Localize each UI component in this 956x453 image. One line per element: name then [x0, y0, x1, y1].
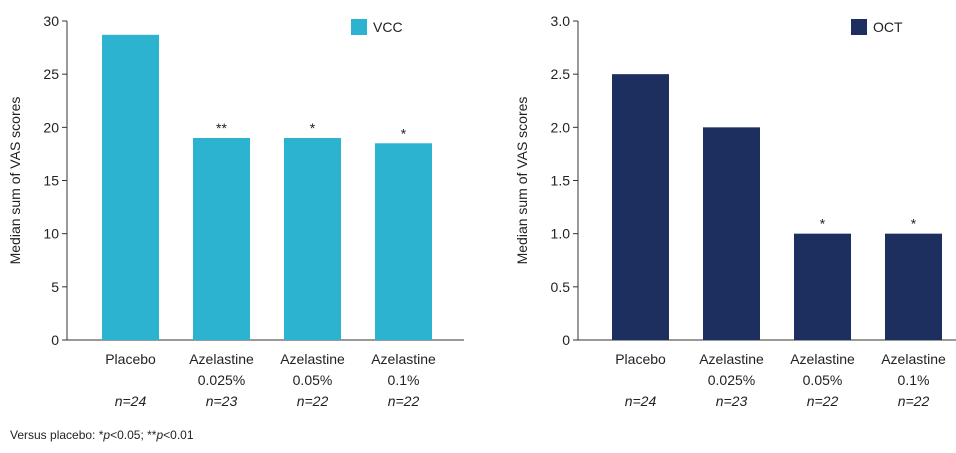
chart1-significance-label: **	[216, 120, 227, 136]
chart1-significance-label: *	[310, 120, 316, 136]
chart1-y-tick-label: 5	[51, 279, 59, 295]
chart1-category-label-line2: 0.05%	[293, 372, 333, 388]
chart2-bar	[794, 233, 851, 340]
chart1-bar	[193, 137, 250, 340]
chart1-y-tick-label: 25	[43, 66, 59, 82]
chart1-significance-label: *	[401, 125, 407, 141]
chart1-category-label: Azelastine	[371, 351, 436, 367]
chart1-y-tick-label: 30	[43, 13, 59, 29]
chart2-bar	[703, 127, 760, 340]
chart2-y-tick-label: 1.5	[551, 173, 571, 189]
footnote: Versus placebo: *p<0.05; **p<0.01	[10, 428, 194, 442]
chart2-category-label: Placebo	[615, 351, 666, 367]
chart2-sample-size-label: n=24	[625, 393, 657, 409]
chart2-y-tick-label: 2.5	[551, 66, 571, 82]
chart2-significance-label: *	[820, 216, 826, 232]
chart2-category-label: Azelastine	[790, 351, 855, 367]
chart1-category-label-line2: 0.1%	[388, 372, 420, 388]
chart1-category-label-line2: 0.025%	[198, 372, 245, 388]
chart2-sample-size-label: n=22	[898, 393, 930, 409]
chart1-legend-label: VCC	[373, 19, 403, 35]
chart2-y-tick-label: 0	[562, 332, 570, 348]
footnote-suffix: <0.01	[163, 428, 194, 442]
chart1-bar	[102, 34, 159, 340]
chart2-bar	[885, 233, 942, 340]
chart1-sample-size-label: n=23	[206, 393, 238, 409]
chart2-bar	[612, 74, 669, 341]
chart2-y-tick-label: 1.0	[551, 226, 571, 242]
chart1-y-tick-label: 20	[43, 119, 59, 135]
chart1-y-tick-label: 15	[43, 173, 59, 189]
chart1-y-tick-label: 0	[51, 332, 59, 348]
chart1-legend-swatch	[351, 19, 367, 35]
chart2-category-label: Azelastine	[881, 351, 946, 367]
chart1-category-label: Azelastine	[189, 351, 254, 367]
chart2-category-label-line2: 0.1%	[898, 372, 930, 388]
chart2-category-label-line2: 0.05%	[803, 372, 843, 388]
chart2-sample-size-label: n=22	[807, 393, 839, 409]
footnote-p1: p	[103, 428, 111, 442]
footnote-p2: p	[156, 428, 164, 442]
chart1-category-label: Azelastine	[280, 351, 345, 367]
chart1-sample-size-label: n=24	[115, 393, 147, 409]
chart2-legend-swatch	[851, 19, 867, 35]
chart1-y-tick-label: 10	[43, 226, 59, 242]
chart2-y-tick-label: 2.0	[551, 119, 571, 135]
footnote-prefix: Versus placebo: *	[10, 428, 104, 442]
chart2-legend-label: OCT	[873, 19, 903, 35]
chart1-category-label: Placebo	[105, 351, 156, 367]
chart2-y-tick-label: 0.5	[551, 279, 571, 295]
chart2-y-axis-label: Median sum of VAS scores	[514, 97, 530, 265]
chart1-bar	[284, 137, 341, 340]
chart1-y-axis-label: Median sum of VAS scores	[7, 97, 23, 265]
chart1-bar	[375, 143, 432, 340]
chart2-y-tick-label: 3.0	[551, 13, 571, 29]
chart1-sample-size-label: n=22	[297, 393, 329, 409]
footnote-mid: <0.05; **	[110, 428, 157, 442]
chart2-category-label: Azelastine	[699, 351, 764, 367]
chart1-sample-size-label: n=22	[388, 393, 420, 409]
chart2-category-label-line2: 0.025%	[708, 372, 755, 388]
chart2-significance-label: *	[911, 216, 917, 232]
chart2-sample-size-label: n=23	[716, 393, 748, 409]
